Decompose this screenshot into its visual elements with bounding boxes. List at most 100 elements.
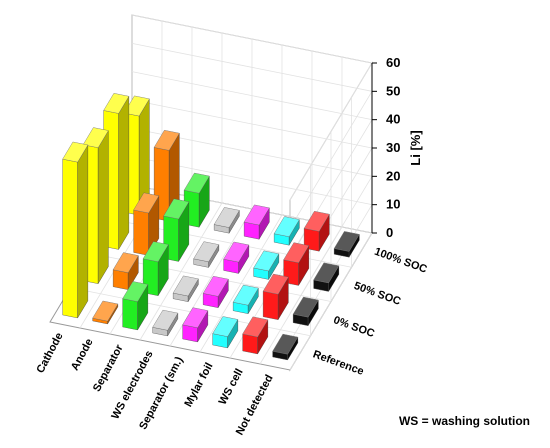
bar-side-shade (208, 244, 219, 268)
bar (303, 211, 330, 252)
z-tick-label: 60 (386, 55, 400, 70)
bar (152, 309, 179, 337)
bar (273, 216, 300, 246)
bar-top-light (163, 198, 189, 219)
bar-top (133, 192, 160, 214)
bar (213, 207, 240, 234)
bar (202, 276, 229, 309)
bar-top-light (223, 241, 249, 263)
bar-top-light (182, 307, 208, 328)
bar-front (133, 209, 149, 256)
bar (172, 275, 199, 303)
bar-top (303, 211, 330, 232)
bar-top (122, 281, 149, 302)
bar-top-light (212, 316, 238, 337)
bar-side-shade (218, 279, 229, 308)
bar-top-light (92, 300, 118, 322)
bar-side-shade (259, 207, 270, 240)
bar-side-shade (77, 144, 88, 318)
bar (333, 231, 360, 258)
bar-side-shade (229, 210, 240, 234)
bar-side-shade (308, 300, 319, 326)
bar-top-light (193, 241, 219, 262)
bar-top (182, 307, 209, 328)
bar (133, 192, 160, 257)
bar-top (183, 172, 210, 194)
bar-side-shade (178, 201, 189, 262)
bar-top-light (62, 141, 88, 163)
bar (262, 273, 289, 321)
bar-top (273, 216, 300, 237)
bar (243, 204, 270, 240)
bar-side-shade (167, 313, 178, 336)
bar (62, 141, 89, 319)
bar-side-shade (139, 98, 150, 216)
bar-top-light (122, 281, 148, 302)
bar (242, 316, 269, 355)
bar (272, 333, 299, 361)
bar (212, 316, 239, 349)
bar-top (213, 207, 240, 228)
bar-top-light (124, 95, 150, 117)
bar-top-light (113, 252, 139, 273)
bar-top (82, 127, 109, 148)
bar-top-light (313, 262, 339, 283)
bar-top-light (242, 316, 268, 337)
bar-top-light (233, 285, 259, 306)
annotation: WS = washing solution (399, 414, 530, 428)
bar-side-shade (287, 337, 298, 360)
bar-side-shade (238, 244, 249, 274)
bar-top-light (304, 211, 330, 232)
bar-top-light (253, 250, 279, 271)
bar (313, 262, 340, 293)
z-tick-label: 20 (386, 168, 400, 183)
bar-top-light (154, 130, 180, 151)
bar-side-shade (118, 96, 129, 250)
bar-front (112, 269, 129, 290)
bar-top-light (272, 334, 298, 355)
bar (92, 300, 119, 325)
bar-top (163, 198, 190, 220)
bar-top-light (203, 276, 229, 297)
bar-top (193, 241, 220, 262)
bar-top (142, 241, 169, 262)
bar-side-shade (268, 253, 279, 280)
bar-side-shade (328, 265, 339, 292)
bar-top (103, 93, 130, 114)
bar-top-light (83, 127, 109, 148)
bar-side-shade (128, 255, 139, 290)
bar (223, 241, 250, 275)
bar-top-light (274, 216, 300, 237)
bar-side-shade (289, 219, 300, 246)
bar-top-light (283, 242, 309, 263)
bar-top (253, 250, 280, 272)
bar-top-light (133, 192, 159, 213)
bar (112, 252, 139, 291)
bar-side-shade (257, 319, 268, 354)
bar-front (122, 298, 138, 331)
bar-side-shade (158, 244, 169, 296)
bar (253, 250, 280, 281)
bar (232, 284, 259, 315)
bar-top (313, 262, 340, 284)
bar-side-shade (188, 278, 199, 302)
bar-top (243, 204, 270, 226)
bar-top-light (152, 310, 178, 331)
z-tick-label: 0 (386, 225, 393, 240)
bar (122, 281, 149, 331)
bar-top (262, 273, 289, 295)
bar-top (223, 241, 250, 263)
bar-front (242, 333, 258, 355)
bar-side-shade (137, 284, 148, 330)
z-tick-label: 10 (386, 197, 400, 212)
bar-top (212, 316, 239, 337)
bar-side-shade (98, 130, 109, 284)
bar-top (153, 130, 180, 151)
z-tick-label: 30 (386, 140, 400, 155)
bar-top-light (214, 207, 240, 228)
bar-top (152, 309, 179, 331)
bar-side-shade (107, 303, 118, 324)
z-axis-label: Li [%] (408, 130, 423, 165)
bar (292, 296, 319, 327)
